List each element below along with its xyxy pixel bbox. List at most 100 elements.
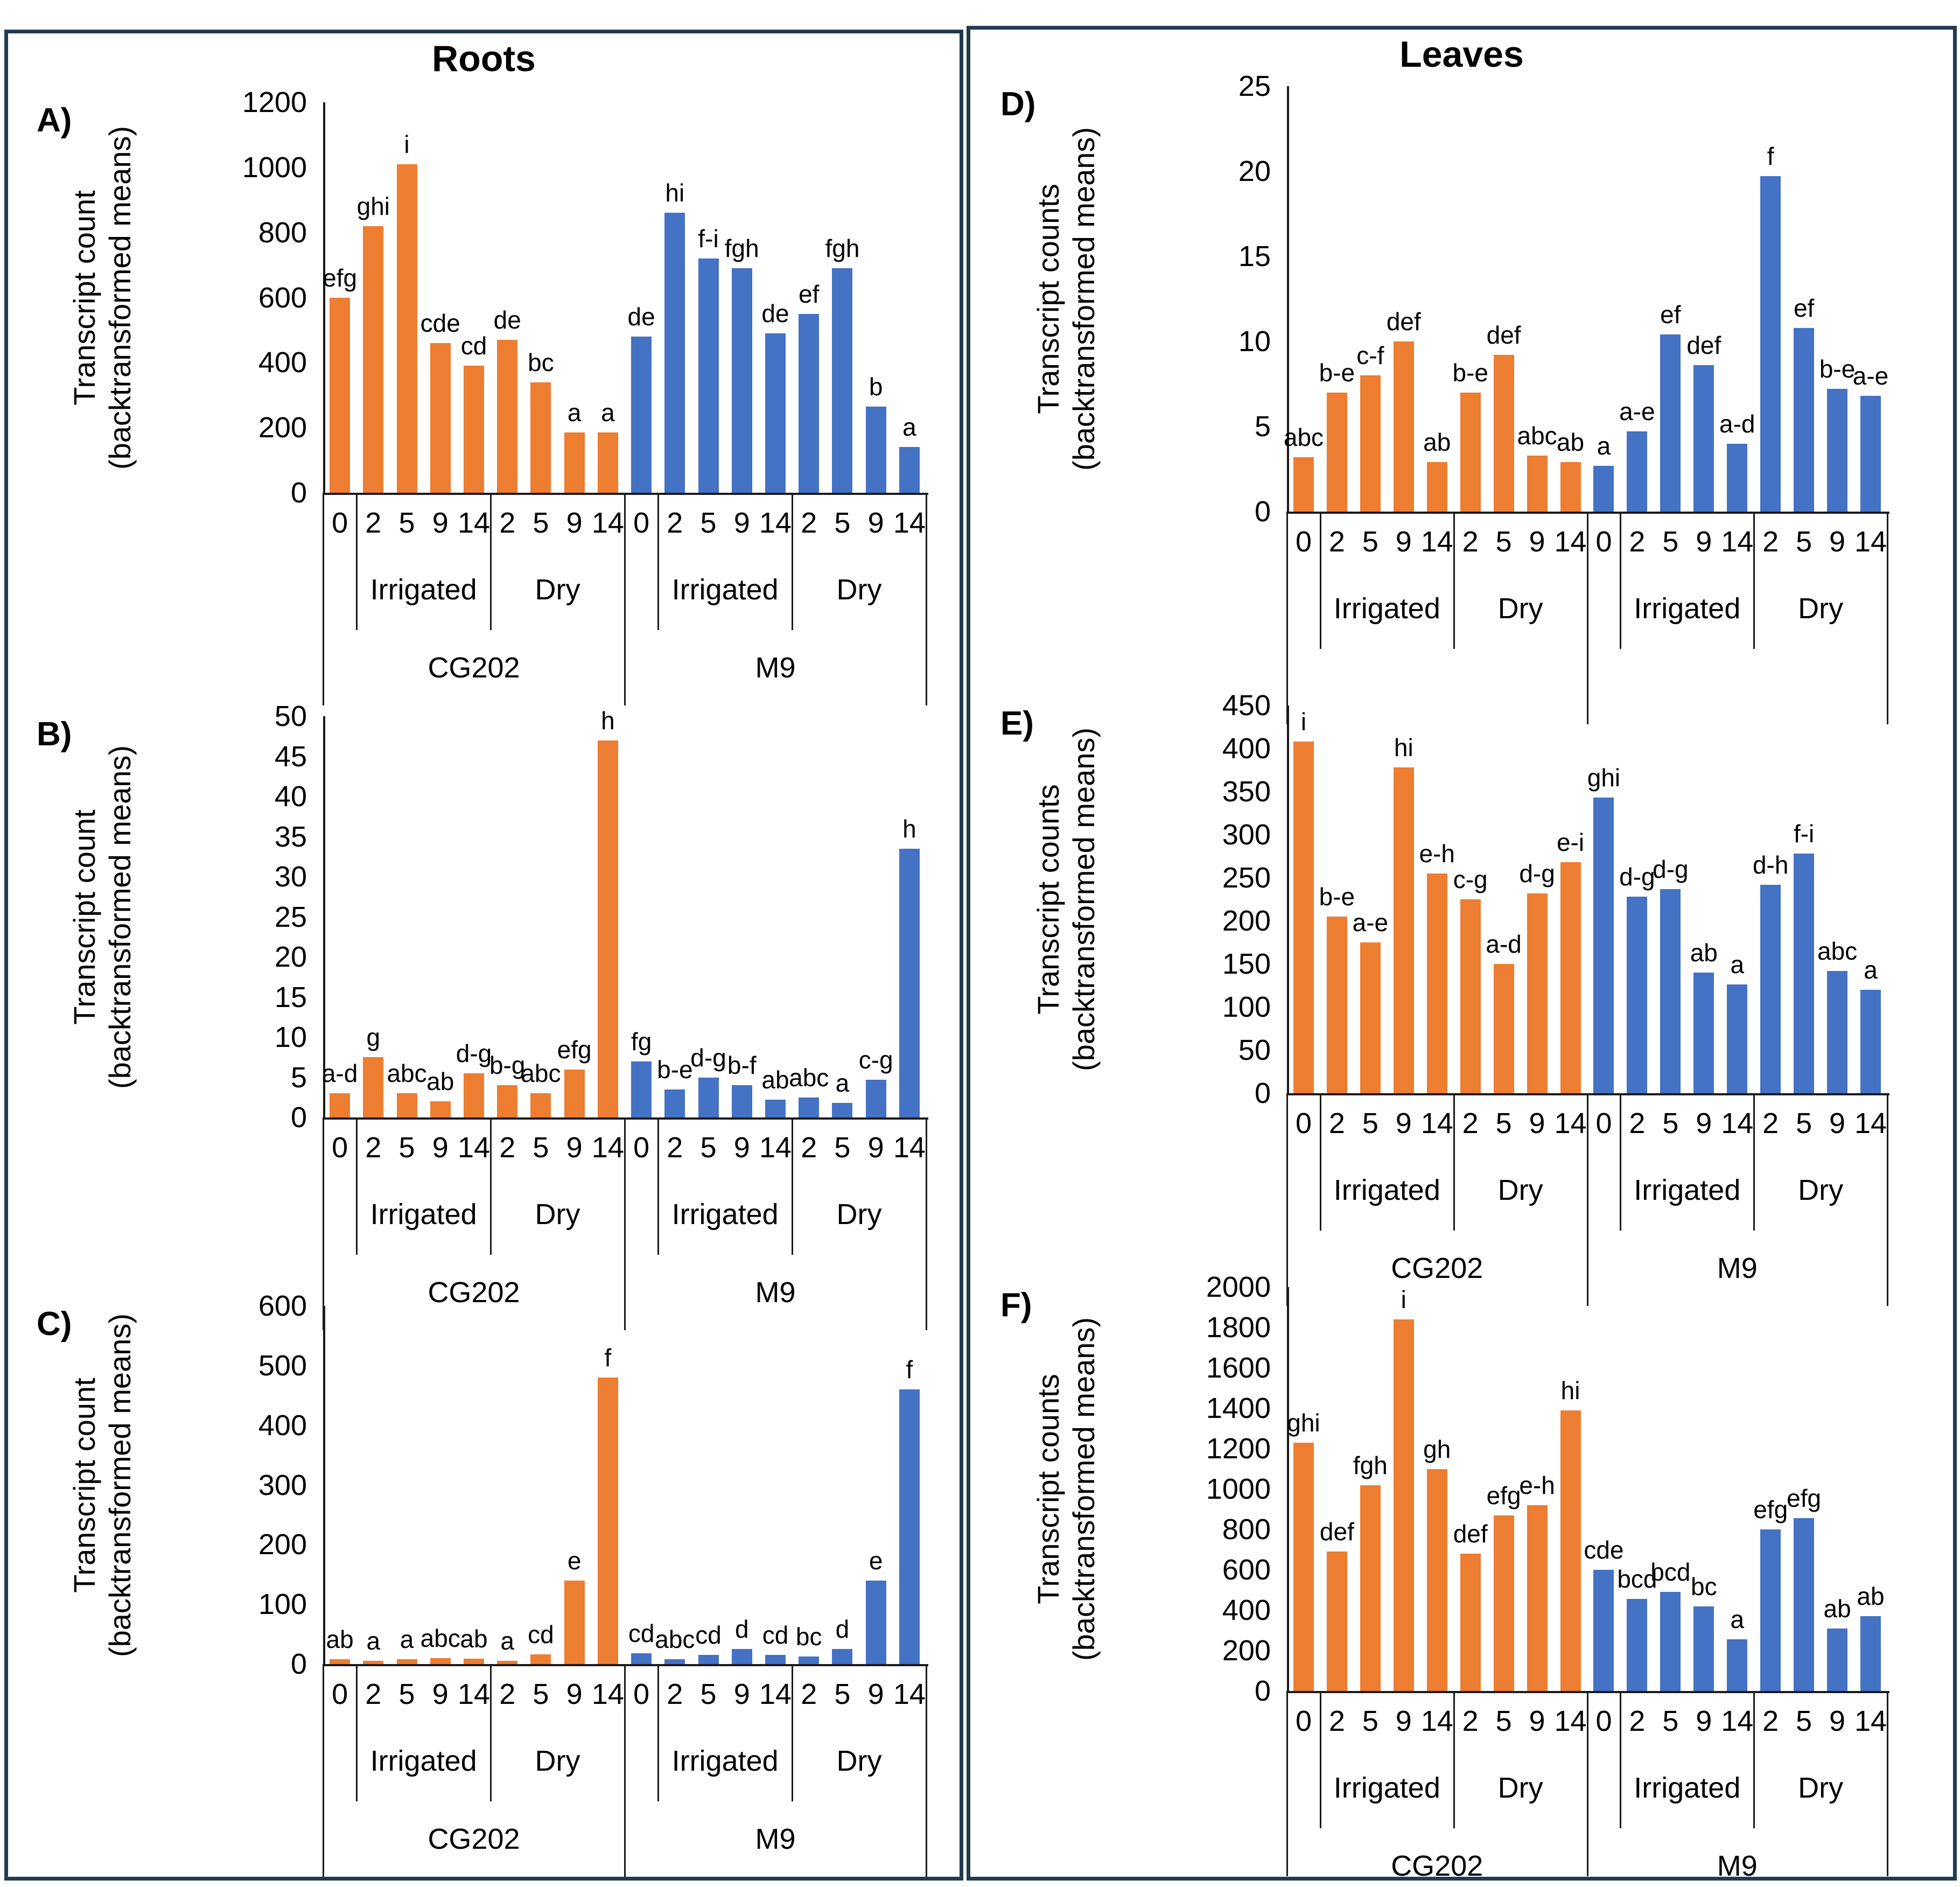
y-tick-label: 300	[1222, 819, 1271, 851]
x-tick-label: 9	[432, 1678, 449, 1710]
sig-label: e	[567, 1546, 582, 1575]
bar-cg202-1	[363, 1661, 384, 1664]
y-tick-label: 200	[1222, 905, 1271, 937]
sig-label: abc	[1283, 423, 1324, 451]
sig-label: d	[835, 1615, 850, 1644]
genotype-label: CG202	[1391, 1850, 1483, 1876]
bar-cg202-3	[1393, 767, 1414, 1093]
bar-m9-14	[1760, 176, 1781, 512]
sig-label: bc	[528, 348, 554, 376]
bar-m9-16	[1827, 970, 1848, 1093]
y-tick-label: 5	[290, 1061, 307, 1094]
bar-m9-10	[664, 1659, 685, 1664]
treatment-label: Dry	[535, 1198, 580, 1231]
x-tick-label: 5	[1362, 526, 1378, 558]
sig-label: a	[500, 1627, 515, 1655]
y-tick-label: 1600	[1206, 1352, 1271, 1384]
sig-label: f-i	[698, 225, 719, 253]
y-axis-line	[1287, 705, 1289, 1093]
x-tick-label: 2	[667, 1678, 683, 1710]
x-axis-line	[323, 1117, 928, 1120]
y-tick-label: 0	[1254, 1675, 1271, 1707]
bar-cg202-1	[1326, 392, 1347, 512]
bar-m9-13	[765, 1100, 786, 1117]
sig-label: efg	[1486, 1481, 1521, 1509]
treatment-label: Irrigated	[671, 1198, 779, 1231]
genotype-label: CG202	[428, 1276, 520, 1309]
bar-cg202-1	[363, 1057, 384, 1117]
bar-cg202-6	[530, 1654, 551, 1664]
y-tick-label: 25	[274, 900, 307, 933]
sig-label: ab	[1423, 428, 1451, 457]
bar-cg202-5	[497, 340, 518, 493]
x-tick-label: 9	[1395, 1705, 1412, 1737]
bar-cg202-5	[1460, 1554, 1481, 1691]
y-tick-label: 200	[258, 1528, 307, 1561]
x-tick-label: 9	[566, 1131, 583, 1164]
x-tick-label: 5	[1362, 1107, 1378, 1140]
bar-cg202-7	[1527, 893, 1548, 1093]
axis-separator-line	[1586, 1093, 1588, 1306]
x-tick-label: 14	[759, 1678, 792, 1710]
y-tick-label: 250	[1222, 862, 1271, 894]
axis-separator-line	[1753, 512, 1755, 649]
y-tick-label: 0	[290, 1101, 307, 1134]
bar-cg202-6	[1493, 964, 1514, 1093]
sig-label: hi	[665, 179, 685, 207]
treatment-label: Irrigated	[1333, 592, 1440, 625]
genotype-label: M9	[1717, 1252, 1758, 1284]
y-tick-label: 350	[1222, 775, 1271, 808]
x-tick-label: 2	[1328, 1107, 1345, 1140]
sig-label: d-g	[1619, 863, 1655, 891]
x-axis-line	[1287, 1093, 1889, 1095]
axis-separator-line	[624, 493, 626, 705]
sig-label: a	[835, 1069, 850, 1098]
bar-cg202-1	[363, 226, 384, 493]
axis-separator-line	[1887, 1691, 1888, 1876]
y-tick-label: 0	[1254, 495, 1271, 528]
bar-m9-9	[631, 1061, 652, 1117]
axis-separator-line	[657, 1117, 660, 1255]
y-tick-label: 15	[274, 981, 307, 1014]
y-tick-label: 20	[1238, 155, 1271, 187]
x-tick-label: 5	[398, 1678, 415, 1710]
bar-m9-17	[899, 447, 920, 493]
y-tick-label: 600	[258, 281, 307, 314]
genotype-label: M9	[755, 1276, 796, 1309]
axis-separator-line	[1286, 1691, 1288, 1876]
sig-label: ab	[1857, 1582, 1885, 1611]
bar-m9-17	[1860, 990, 1881, 1093]
sig-label: ghi	[1587, 764, 1621, 792]
x-tick-label: 9	[566, 1678, 583, 1710]
axis-separator-line	[1620, 1691, 1622, 1828]
bar-cg202-0	[330, 1659, 351, 1664]
sig-label: b-e	[1819, 355, 1856, 383]
y-tick-label: 10	[274, 1021, 307, 1053]
x-tick-label: 14	[457, 1131, 491, 1164]
y-tick-label: 200	[1222, 1634, 1271, 1667]
y-tick-label: 150	[1222, 948, 1271, 980]
sig-label: cd	[460, 332, 487, 360]
sig-label: a	[1730, 951, 1745, 979]
x-tick-label: 14	[893, 1131, 926, 1164]
x-tick-label: 14	[893, 1678, 926, 1710]
sig-label: fgh	[724, 234, 759, 263]
bar-m9-9	[1593, 798, 1614, 1093]
treatment-label: Irrigated	[1634, 592, 1741, 625]
x-tick-label: 0	[1295, 526, 1312, 558]
sig-label: efg	[1753, 1495, 1788, 1523]
sig-label: hi	[1394, 733, 1413, 762]
treatment-label: Irrigated	[1333, 1174, 1440, 1206]
x-tick-label: 5	[1796, 1107, 1812, 1140]
sig-label: bc	[795, 1622, 822, 1651]
x-tick-label: 2	[1762, 1705, 1779, 1737]
x-tick-label: 5	[1495, 1705, 1512, 1737]
x-tick-label: 2	[499, 1131, 516, 1164]
x-tick-label: 14	[1721, 526, 1754, 558]
panel-a-plot-area: 0 200 400 600 800 1000 1200 efg ghi i cde cd de bc a a d…	[22, 86, 948, 738]
panel-b-transcript-chart: B) Transcript count (backtransformed mea…	[22, 700, 948, 1352]
x-tick-label: 0	[1595, 1705, 1612, 1737]
x-tick-label: 14	[759, 507, 792, 539]
sig-label: ghi	[356, 192, 390, 220]
y-tick-label: 1400	[1206, 1392, 1271, 1424]
